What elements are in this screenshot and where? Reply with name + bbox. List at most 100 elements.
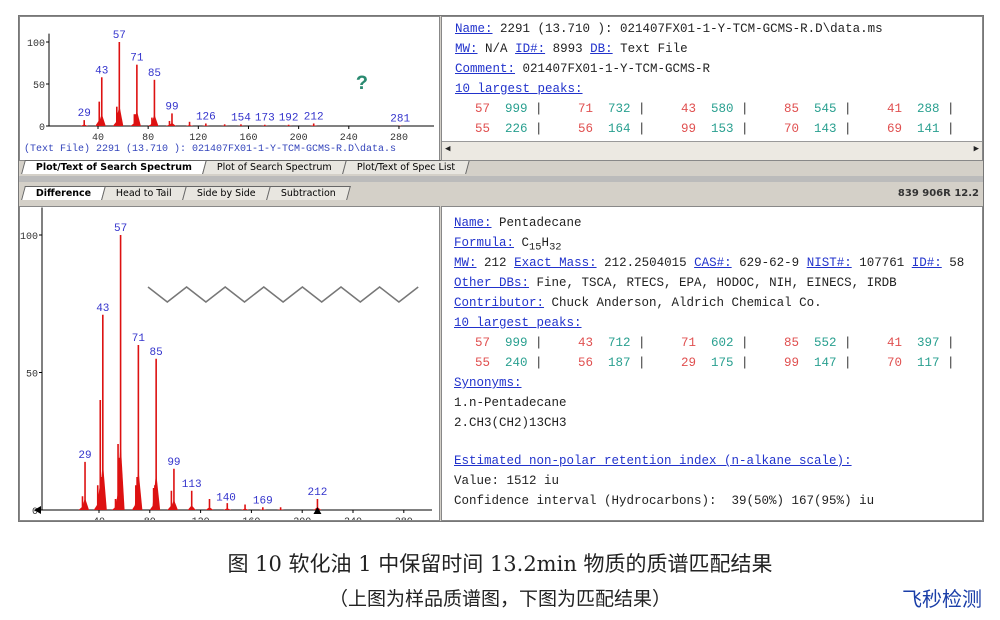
- name-link[interactable]: Name:: [454, 216, 492, 230]
- y-tick-label: 100: [20, 232, 38, 243]
- peak-shoulder: [134, 468, 143, 510]
- y-tick-label: 100: [27, 39, 45, 50]
- synonym-2: 2.CH3(CH2)13CH3: [454, 416, 567, 430]
- peak-separator: |: [638, 356, 646, 370]
- peak-intensity: 143: [814, 122, 837, 136]
- peak-label: 71: [130, 53, 144, 65]
- peak-mz: 55: [474, 122, 490, 136]
- peak-mz: 56: [577, 122, 593, 136]
- peak-entry: 57 999 |: [464, 333, 567, 353]
- watermark: 飞秒检测: [902, 587, 982, 611]
- peak-shoulder: [241, 508, 250, 510]
- tab-plot-search[interactable]: Plot of Search Spectrum: [202, 160, 347, 174]
- peak-row: 57 999 | 43 712 | 71 602 | 85 552 | 41 397 |: [442, 333, 982, 353]
- tab-plot-text-spec-list[interactable]: Plot/Text of Spec List: [342, 160, 471, 174]
- horizontal-scrollbar[interactable]: ◀ ▶: [442, 141, 982, 160]
- peak-entry: 56 164 |: [567, 119, 670, 139]
- tab-label: Plot/Text of Search Spectrum: [35, 162, 192, 173]
- x-tick-label: 40: [92, 133, 104, 144]
- mw-link[interactable]: MW:: [454, 256, 477, 270]
- tab-label: Plot/Text of Spec List: [356, 162, 456, 173]
- nist-link[interactable]: NIST#:: [806, 256, 852, 270]
- tab-side-by-side[interactable]: Side by Side: [182, 186, 271, 200]
- peak-shoulder: [309, 125, 318, 126]
- mw-link[interactable]: MW:: [455, 42, 478, 56]
- peak-entry: 99 153 |: [670, 119, 773, 139]
- peak-separator: |: [947, 122, 955, 136]
- peak-label: 113: [182, 479, 202, 491]
- synonyms-link[interactable]: Synonyms:: [454, 376, 522, 390]
- exact-mass-value: 212.2504015: [604, 256, 687, 270]
- peak-label: 212: [304, 111, 324, 123]
- peak-mz: 43: [680, 102, 696, 116]
- id-link[interactable]: ID#:: [515, 42, 546, 56]
- peak-shoulder: [205, 507, 214, 510]
- contributor-link[interactable]: Contributor:: [454, 296, 545, 310]
- id-link[interactable]: ID#:: [911, 256, 942, 270]
- ri-link[interactable]: Estimated non-polar retention index (n-a…: [454, 454, 852, 468]
- tab-difference[interactable]: Difference: [21, 186, 107, 200]
- peak-mz: 57: [474, 102, 490, 116]
- ri-confidence: Confidence interval (Hydrocarbons): 39(5…: [454, 494, 875, 508]
- peak-intensity: 552: [814, 336, 837, 350]
- peak-separator: |: [638, 122, 646, 136]
- scroll-left-icon[interactable]: ◀: [445, 144, 451, 154]
- formula-c: C: [521, 236, 530, 250]
- peak-shoulder: [201, 125, 210, 126]
- peak-shoulder: [116, 441, 125, 510]
- peak-shoulder: [150, 114, 159, 126]
- formula-row: Formula: C15H32: [442, 233, 982, 254]
- splitter[interactable]: [19, 176, 983, 182]
- peak-mz: 57: [474, 336, 490, 350]
- peak-mz: 41: [886, 336, 902, 350]
- peak-separator: |: [844, 102, 852, 116]
- peak-separator: |: [844, 336, 852, 350]
- other-dbs-value: Fine, TSCA, RTECS, EPA, HODOC, NIH, EINE…: [536, 276, 897, 290]
- peak-label: 169: [253, 495, 273, 507]
- peaks-link[interactable]: 10 largest peaks:: [454, 316, 582, 330]
- peak-shoulder: [167, 122, 176, 126]
- peak-row: 57 999 | 71 732 | 43 580 | 85 545 | 41 288 |: [442, 99, 982, 119]
- peak-entry: 71 602 |: [670, 333, 773, 353]
- figure-subcaption: （上图为样品质谱图，下图为匹配结果）: [328, 588, 671, 610]
- x-tick-label: 80: [144, 517, 156, 520]
- db-link[interactable]: DB:: [590, 42, 613, 56]
- name-link[interactable]: Name:: [455, 22, 493, 36]
- figure-caption: 图 10 软化油 1 中保留时间 13.2min 物质的质谱匹配结果: [227, 552, 773, 576]
- synonym-text: n-Pentadecane: [469, 396, 567, 410]
- comment-link[interactable]: Comment:: [455, 62, 516, 76]
- tab-head-to-tail[interactable]: Head to Tail: [101, 186, 187, 200]
- tab-subtraction[interactable]: Subtraction: [265, 186, 351, 200]
- tab-plot-text-search[interactable]: Plot/Text of Search Spectrum: [21, 160, 207, 174]
- peak-separator: |: [844, 122, 852, 136]
- peak-intensity: 288: [917, 102, 940, 116]
- peak-label: 57: [113, 30, 126, 42]
- peak-separator: |: [844, 356, 852, 370]
- peak-row: 55 226 | 56 164 | 99 153 | 70 143 | 69 141 |: [442, 119, 982, 139]
- peaks-link[interactable]: 10 largest peaks:: [455, 82, 583, 96]
- peak-mz: 69: [886, 122, 902, 136]
- peak-table: 57 999 | 71 732 | 43 580 | 85 545 | 41 288 |…: [442, 99, 982, 139]
- name-row: Name: 2291 (13.710 ): 021407FX01-1-Y-TCM…: [442, 19, 982, 39]
- peak-mz: 99: [783, 356, 799, 370]
- formula-link[interactable]: Formula:: [454, 236, 515, 250]
- peak-intensity: 602: [711, 336, 734, 350]
- peak-separator: |: [947, 336, 955, 350]
- x-tick-label: 280: [395, 517, 413, 520]
- comment-value: 021407FX01-1-Y-TCM-GCMS-R: [522, 62, 711, 76]
- axis-arrow-icon: [34, 506, 41, 514]
- peak-separator: |: [535, 336, 543, 350]
- x-tick-label: 160: [242, 517, 260, 520]
- peak-mz: 85: [783, 102, 799, 116]
- exact-mass-link[interactable]: Exact Mass:: [514, 256, 597, 270]
- db-value: Text File: [620, 42, 688, 56]
- peak-shoulder: [132, 110, 141, 126]
- synonym-text: CH3(CH2)13CH3: [469, 416, 567, 430]
- id-value: 8993: [552, 42, 583, 56]
- scroll-right-icon[interactable]: ▶: [973, 144, 979, 154]
- peak-shoulder: [169, 499, 178, 510]
- peak-shoulder: [185, 124, 194, 126]
- other-dbs-link[interactable]: Other DBs:: [454, 276, 530, 290]
- peak-separator: |: [741, 122, 749, 136]
- cas-link[interactable]: CAS#:: [694, 256, 732, 270]
